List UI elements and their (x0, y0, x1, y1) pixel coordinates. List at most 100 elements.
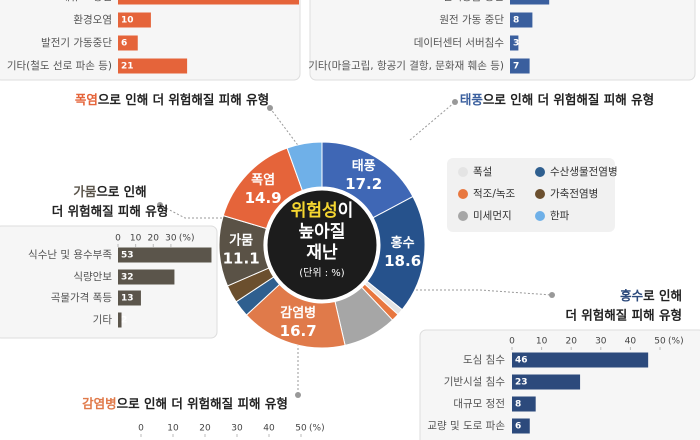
leader-line (269, 107, 301, 149)
bar-value: 8 (515, 400, 521, 410)
title-highlight: 가뭄 (73, 184, 97, 199)
bar-value: 13 (121, 294, 134, 304)
legend-label: 미세먼지 (473, 210, 512, 222)
bar (118, 247, 212, 263)
legend-swatch (535, 167, 545, 177)
slice-value: 18.6 (384, 252, 421, 270)
bar-value: 7 (513, 62, 519, 72)
bar (512, 418, 530, 434)
bar (512, 396, 536, 412)
bar-label: 대규모 정전 (60, 0, 112, 3)
panel-title: 가뭄으로 인해 (73, 184, 146, 199)
bar-value: 32 (121, 273, 134, 283)
bar (512, 352, 649, 368)
center-highlight: 위험성 (291, 200, 338, 221)
bar-value: 55 (121, 0, 134, 3)
legend-box (447, 158, 615, 232)
x-tick-label: 20 (148, 234, 160, 244)
bar-label: 기반시설 침수 (444, 376, 506, 388)
bar-label: 교량 및 도로 파손 (427, 420, 505, 432)
panel-title: 감염병으로 인해 더 위험해질 피해 유형 (82, 396, 288, 411)
bar-value: 46 (515, 356, 528, 366)
title-text: 으로 인해 더 위험해질 피해 유형 (98, 92, 269, 107)
leader-dot (157, 202, 163, 208)
x-tick-label: 30 (595, 337, 607, 347)
legend-label: 적조/녹조 (473, 188, 516, 200)
x-tick-label: 0 (509, 337, 515, 347)
bar-label: 도심 침수 (463, 354, 505, 366)
x-tick-label: 0 (115, 234, 121, 244)
bar-label: 원전 가동 중단 (439, 14, 504, 26)
slice-name: 가뭄 (229, 233, 253, 248)
slice-value: 16.7 (280, 322, 317, 340)
leader-line (400, 289, 553, 296)
leader-dot (295, 392, 301, 398)
bar-value: 3 (513, 39, 519, 49)
title-text: 으로 인해 (96, 184, 146, 199)
legend-swatch (535, 211, 545, 221)
tick-unit: (%) (309, 424, 325, 434)
bar-value: 23 (515, 378, 528, 388)
slice-name: 홍수 (391, 235, 415, 251)
slice-value: 14.9 (245, 189, 282, 207)
bar (512, 374, 581, 390)
x-tick-label: 40 (625, 337, 637, 347)
legend-swatch (458, 189, 468, 199)
leader-dot (267, 105, 273, 111)
legend-label: 수산생물전염병 (550, 166, 618, 178)
x-tick-label: 40 (263, 424, 275, 434)
bar (510, 12, 533, 28)
bar (118, 58, 188, 74)
title-highlight: 감염병 (82, 396, 117, 411)
bar (118, 35, 138, 51)
legend-label: 한파 (550, 210, 570, 222)
bar-value: 8 (513, 16, 519, 26)
leader-line (159, 204, 230, 219)
panel-title: 더 위험해질 피해 유형 (52, 204, 169, 219)
title-text: 으로 인해 더 위험해질 피해 유형 (483, 92, 654, 107)
bar (118, 312, 122, 328)
x-tick-label: 30 (165, 234, 177, 244)
x-tick-label: 10 (536, 337, 548, 347)
title-highlight: 폭염 (75, 92, 98, 107)
bar (118, 0, 299, 5)
bar-label: 발전기 가동중단 (41, 37, 112, 49)
title-text: 로 인해 (643, 288, 682, 303)
title-highlight: 홍수 (620, 288, 644, 303)
bar (510, 0, 550, 5)
title-highlight: 태풍 (460, 92, 484, 107)
bar-value: 6 (121, 39, 127, 49)
center-unit: (단위 : %) (299, 266, 345, 279)
bar-value: 2 (121, 316, 127, 326)
bar-value: 21 (121, 62, 134, 72)
bar-label: 식수난 및 용수부족 (28, 249, 112, 261)
bar (118, 290, 141, 306)
bar-label: 대규모 정전 (453, 398, 505, 410)
x-tick-label: 0 (138, 424, 144, 434)
bar-value: 6 (515, 422, 521, 432)
legend-label: 폭설 (473, 166, 492, 178)
slice-value: 17.2 (345, 175, 382, 193)
legend-label: 가축전염병 (550, 188, 598, 200)
legend-swatch (458, 211, 468, 221)
bar (118, 12, 151, 28)
bar-label: 데이터센터 서버침수 (414, 37, 505, 49)
slice-name: 감염병 (280, 305, 316, 321)
center-rest: 이 (338, 201, 354, 221)
panel-box (309, 0, 696, 81)
panel-title: 폭염으로 인해 더 위험해질 피해 유형 (75, 92, 269, 107)
slice-value: 11.1 (223, 249, 260, 267)
center-title: 위험성이 (291, 200, 354, 221)
leader-dot (549, 292, 555, 298)
donut-center (264, 187, 380, 303)
bar (510, 58, 530, 74)
panel-title: 태풍으로 인해 더 위험해질 피해 유형 (460, 92, 654, 107)
bar-label: 식량안보 (73, 271, 112, 283)
title-text: 으로 인해 더 위험해질 피해 유형 (117, 396, 288, 411)
x-tick-label: 50 (654, 337, 666, 347)
tick-unit: (%) (668, 337, 684, 347)
legend-swatch (535, 189, 545, 199)
bar-value: 10 (121, 16, 134, 26)
x-tick-label: 20 (199, 424, 211, 434)
x-tick-label: 30 (231, 424, 243, 434)
